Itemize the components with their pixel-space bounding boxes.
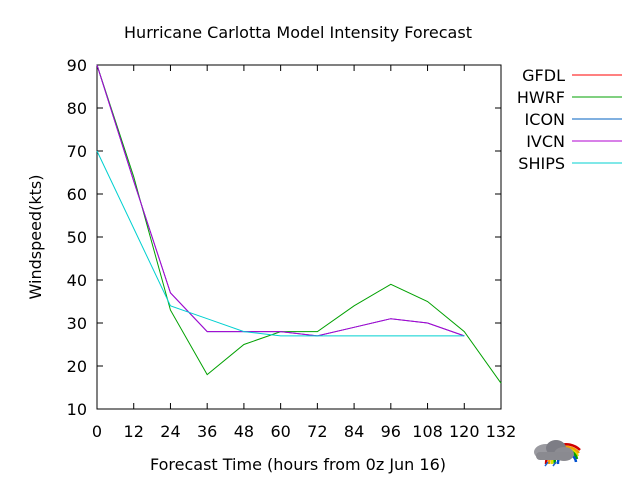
x-tick-label: 132 bbox=[486, 422, 517, 441]
series-line-ships bbox=[96, 150, 465, 337]
x-tick-label: 108 bbox=[412, 422, 443, 441]
legend[interactable]: GFDL HWRF ICON IVCN SHIPS bbox=[517, 66, 622, 173]
y-tick-label: 30 bbox=[67, 314, 87, 333]
y-tick-label: 40 bbox=[67, 271, 87, 290]
x-axis-label: Forecast Time (hours from 0z Jun 16) bbox=[150, 455, 446, 474]
y-tick-label: 80 bbox=[67, 99, 87, 118]
x-tick-label: 60 bbox=[270, 422, 290, 441]
y-tick-label: 20 bbox=[67, 357, 87, 376]
y-tick-label: 60 bbox=[67, 185, 87, 204]
x-tick-label: 36 bbox=[197, 422, 217, 441]
legend-label-icon: ICON bbox=[525, 110, 565, 129]
chart-title: Hurricane Carlotta Model Intensity Forec… bbox=[124, 23, 472, 42]
series-line-hwrf bbox=[96, 64, 502, 384]
x-tick-label: 84 bbox=[344, 422, 364, 441]
plot-frame bbox=[96, 64, 502, 410]
y-tick-label: 50 bbox=[67, 228, 87, 247]
weather-cloud-rainbow-icon bbox=[534, 440, 581, 467]
x-tick-label: 12 bbox=[124, 422, 144, 441]
y-tick-label: 90 bbox=[67, 56, 87, 75]
x-tick-label: 120 bbox=[449, 422, 480, 441]
x-tick-label: 48 bbox=[234, 422, 254, 441]
series-line-icon bbox=[96, 64, 465, 337]
y-tick-label: 70 bbox=[67, 142, 87, 161]
x-tick-label: 24 bbox=[160, 422, 180, 441]
y-tick-label: 10 bbox=[67, 400, 87, 419]
legend-label-ships: SHIPS bbox=[518, 154, 565, 173]
legend-label-gfdl: GFDL bbox=[522, 66, 565, 85]
x-tick-label: 0 bbox=[92, 422, 102, 441]
x-axis: 0 12 24 36 48 60 72 84 96 108 120 132 bbox=[92, 65, 516, 441]
series-line-ivcn bbox=[96, 64, 465, 337]
y-axis-label: Windspeed(kts) bbox=[26, 175, 45, 300]
legend-label-hwrf: HWRF bbox=[517, 88, 565, 107]
x-tick-label: 96 bbox=[381, 422, 401, 441]
x-tick-label: 72 bbox=[307, 422, 327, 441]
series-lines bbox=[96, 64, 502, 384]
legend-label-ivcn: IVCN bbox=[526, 132, 565, 151]
y-axis: 10 20 30 40 50 60 70 80 90 bbox=[67, 56, 501, 419]
